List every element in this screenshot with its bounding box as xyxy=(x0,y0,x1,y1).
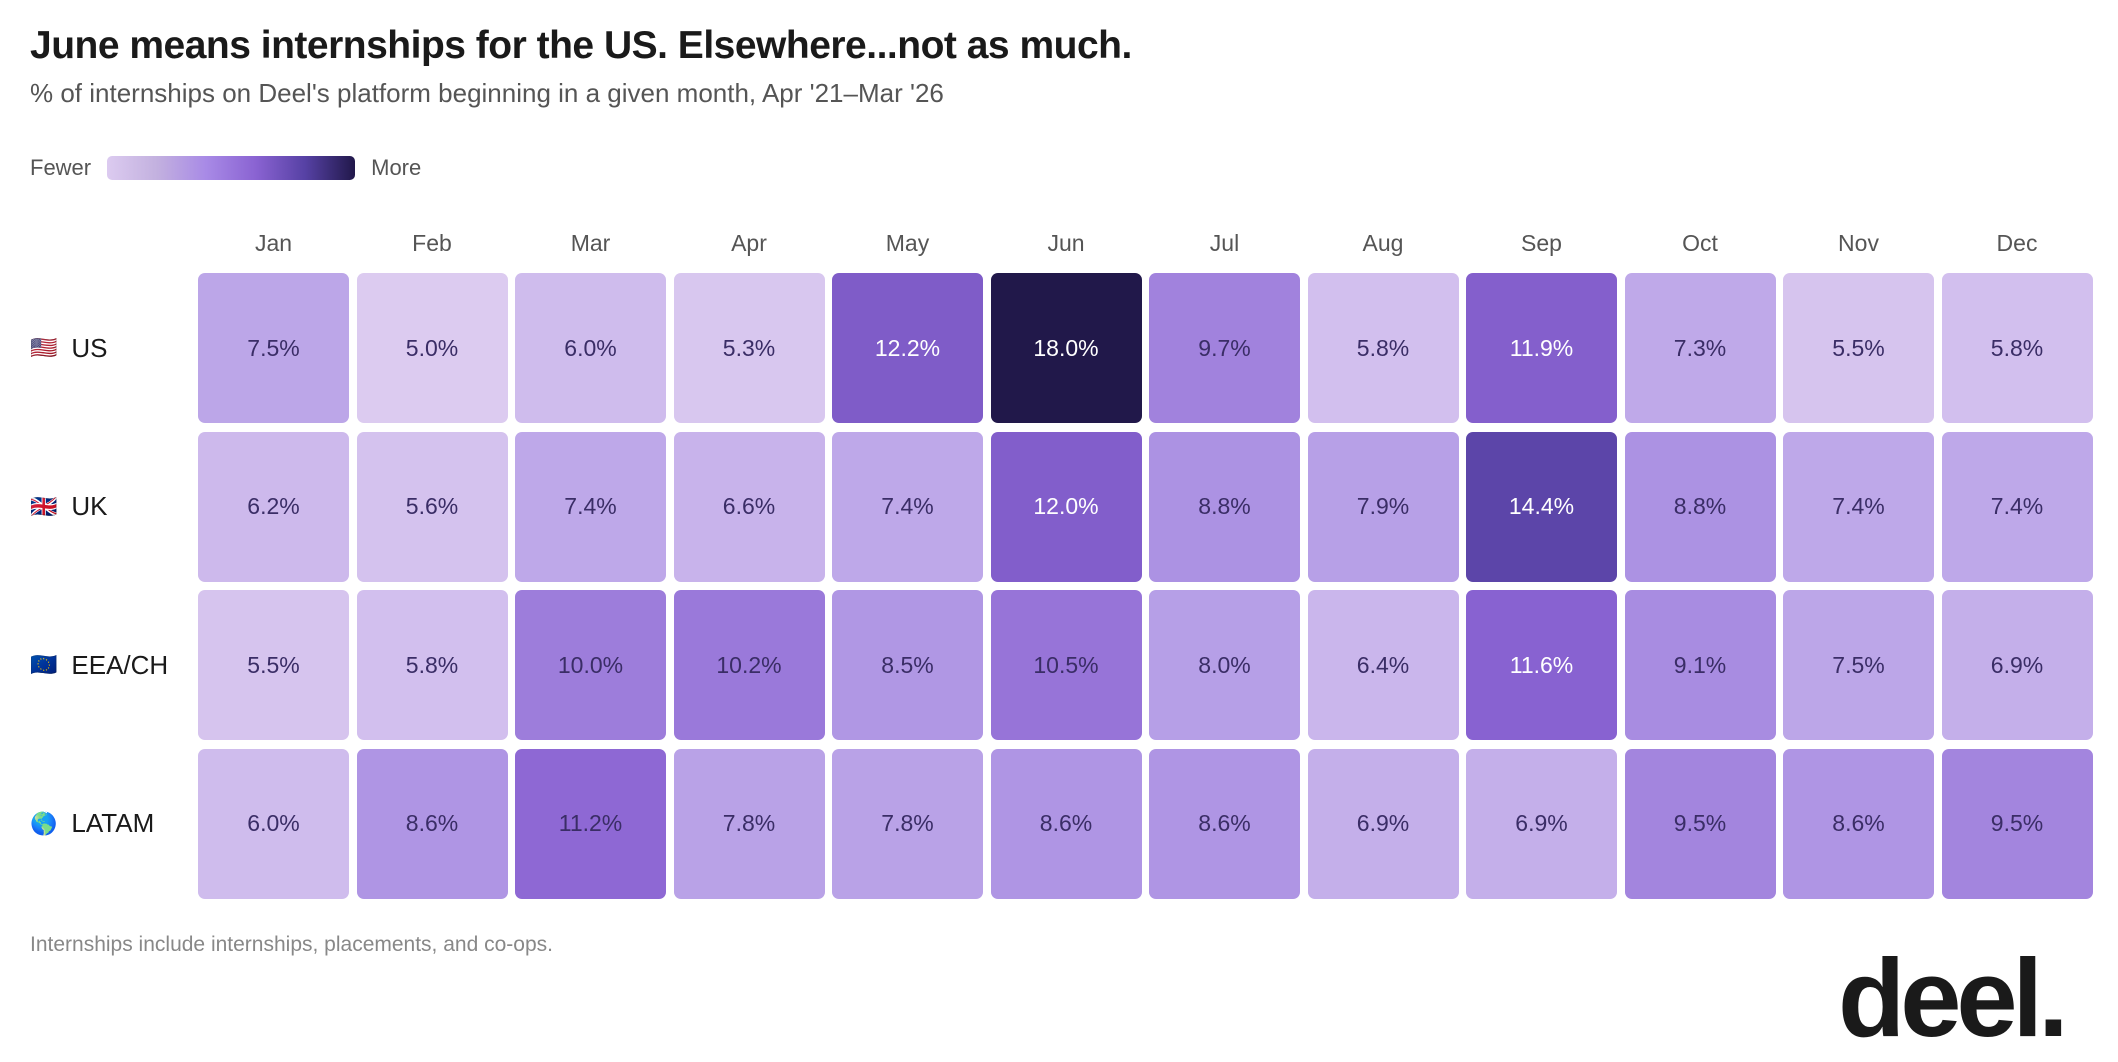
heatmap-cell: 5.0% xyxy=(356,273,508,423)
heatmap-cell: 8.6% xyxy=(990,748,1142,899)
heatmap-cell: 7.5% xyxy=(198,273,349,423)
color-legend: Fewer More xyxy=(30,155,421,181)
heatmap-cell: 6.4% xyxy=(1307,590,1459,740)
column-label-feb: Feb xyxy=(412,230,452,256)
column-label-may: May xyxy=(885,230,930,256)
heatmap-cell: 6.9% xyxy=(1941,590,2093,740)
column-label-jun: Jun xyxy=(1047,230,1085,256)
heatmap-cell: 7.3% xyxy=(1624,273,1776,423)
heatmap-cell: 5.3% xyxy=(673,273,825,423)
heatmap-cell: 8.8% xyxy=(1149,431,1300,582)
heatmap-cell: 6.0% xyxy=(198,748,349,899)
eu-flag-icon: 🇪🇺 xyxy=(30,652,58,677)
heatmap-cell: 6.6% xyxy=(673,431,825,582)
heatmap-cell: 11.9% xyxy=(1466,273,1617,423)
heatmap-cell: 7.4% xyxy=(515,431,666,582)
heatmap-cell: 12.0% xyxy=(990,431,1142,582)
heatmap-cell: 18.0% xyxy=(990,273,1142,423)
heatmap-cell: 5.5% xyxy=(198,590,349,740)
heatmap-cell: 6.9% xyxy=(1466,748,1617,899)
heatmap-cell: 9.7% xyxy=(1149,273,1300,423)
heatmap-cell: 10.5% xyxy=(990,590,1142,740)
heatmap-cell: 7.5% xyxy=(1783,590,1934,740)
column-label-nov: Nov xyxy=(1838,230,1879,256)
heatmap-cell: 7.9% xyxy=(1307,431,1459,582)
heatmap-cell: 5.8% xyxy=(1307,273,1459,423)
deel-logo: deel. xyxy=(1838,937,2069,1060)
heatmap-cell: 14.4% xyxy=(1466,431,1617,582)
heatmap-cell: 10.2% xyxy=(673,590,825,740)
chart-subtitle: % of internships on Deel's platform begi… xyxy=(30,78,944,108)
heatmap-cell: 7.4% xyxy=(832,431,983,582)
heatmap-cell: 9.5% xyxy=(1624,748,1776,899)
row-label-eea-ch: 🇪🇺 EEA/CH xyxy=(30,590,168,740)
row-label-uk: 🇬🇧 UK xyxy=(30,432,108,582)
globe-americas-icon: 🌎 xyxy=(30,810,58,836)
column-label-mar: Mar xyxy=(570,230,611,256)
row-label-latam: 🌎 LATAM xyxy=(30,749,154,899)
heatmap-cell: 8.8% xyxy=(1624,431,1776,582)
heatmap-cell: 10.0% xyxy=(515,590,666,740)
heatmap-cell: 7.8% xyxy=(673,748,825,899)
heatmap-cell: 8.6% xyxy=(1783,748,1934,899)
column-label-dec: Dec xyxy=(1996,230,2038,256)
column-label-apr: Apr xyxy=(731,230,767,256)
heatmap-cell: 8.0% xyxy=(1149,590,1300,740)
heatmap-cell: 6.9% xyxy=(1307,748,1459,899)
column-label-jan: Jan xyxy=(254,230,293,256)
column-label-aug: Aug xyxy=(1362,230,1404,256)
heatmap-cell: 11.6% xyxy=(1466,590,1617,740)
heatmap-cell: 7.4% xyxy=(1783,431,1934,582)
heatmap-cell: 5.5% xyxy=(1783,273,1934,423)
heatmap-cell: 5.8% xyxy=(1941,273,2093,423)
row-label-text: LATAM xyxy=(71,808,155,838)
row-label-text: EEA/CH xyxy=(71,649,169,680)
legend-high-label: More xyxy=(371,155,422,180)
heatmap-cell: 5.8% xyxy=(356,590,508,740)
heatmap-cell: 8.5% xyxy=(832,590,983,740)
heatmap-cell: 9.1% xyxy=(1624,590,1776,740)
uk-flag-icon: 🇬🇧 xyxy=(30,493,58,519)
heatmap-cell: 6.0% xyxy=(515,273,666,423)
legend-low-label: Fewer xyxy=(30,155,92,180)
heatmap-cell: 11.2% xyxy=(515,748,666,899)
column-label-oct: Oct xyxy=(1682,230,1718,256)
us-flag-icon: 🇺🇸 xyxy=(30,335,58,360)
legend-gradient-bar xyxy=(107,156,356,180)
heatmap-cell: 9.5% xyxy=(1941,748,2093,899)
heatmap-cell: 5.6% xyxy=(356,431,508,582)
column-label-sep: Sep xyxy=(1521,230,1562,256)
row-label-text: UK xyxy=(71,491,108,521)
footnote: Internships include internships, placeme… xyxy=(30,933,553,956)
chart-title: June means internships for the US. Elsew… xyxy=(30,24,1132,67)
heatmap-cell: 8.6% xyxy=(1149,748,1300,899)
heatmap-cell: 12.2% xyxy=(832,273,983,423)
heatmap-cell: 6.2% xyxy=(198,431,349,582)
row-label-us: 🇺🇸 US xyxy=(30,273,108,423)
heatmap-cell: 7.4% xyxy=(1941,431,2093,582)
row-label-text: US xyxy=(71,332,108,363)
heatmap-cell: 7.8% xyxy=(832,748,983,899)
heatmap-cell: 8.6% xyxy=(356,748,508,899)
column-label-jul: Jul xyxy=(1209,230,1240,256)
